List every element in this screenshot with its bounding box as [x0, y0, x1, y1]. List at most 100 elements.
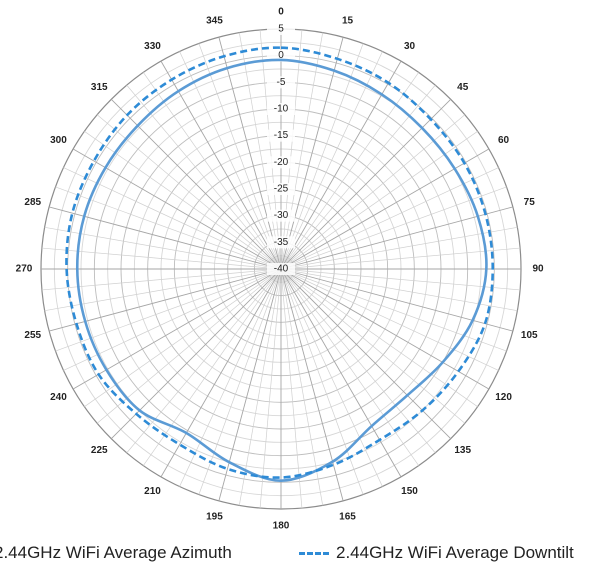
radial-tick-bg: [267, 156, 295, 169]
grid-spoke: [63, 167, 282, 270]
angle-spokes: [41, 29, 521, 509]
grid-spoke: [259, 268, 282, 509]
angle-tick-label: 300: [50, 135, 67, 146]
radial-tick-bg: [267, 103, 295, 115]
angle-tick-label: 135: [454, 445, 471, 456]
angle-tick-label: 180: [273, 521, 290, 532]
grid-spoke: [280, 268, 324, 506]
radial-tick-bg: [267, 209, 295, 222]
series-lines: [65, 46, 495, 483]
radial-tick-bg: [267, 23, 295, 35]
series-line-azimuth: [75, 58, 488, 483]
radial-tick-bg: [267, 129, 295, 142]
angle-tick-label: 210: [144, 486, 161, 497]
grid-spoke: [84, 268, 282, 407]
grid-spoke: [41, 247, 282, 270]
radial-tick-label: -35: [274, 237, 289, 248]
grid-spoke: [179, 268, 282, 487]
grid-spoke: [96, 114, 282, 270]
angle-tick-label: 285: [24, 197, 41, 208]
grid-spoke: [41, 268, 282, 291]
grid-spoke: [160, 60, 282, 270]
legend-label-downtilt: 2.44GHz WiFi Average Downtilt: [336, 543, 574, 562]
radial-tick-label: -5: [277, 77, 286, 88]
radial-tick-label: -30: [274, 210, 289, 221]
radial-tick-label: -20: [274, 157, 289, 168]
angle-tick-label: 345: [206, 15, 223, 26]
grid-spoke: [280, 268, 521, 291]
grid-spoke: [280, 268, 499, 371]
legend-swatch-downtilt: [299, 551, 329, 555]
grid-spoke: [49, 268, 282, 332]
radial-tick-label: 5: [278, 24, 284, 35]
angle-tick-label: 45: [457, 82, 469, 93]
legend-item-downtilt: 2.44GHz WiFi Average Downtilt: [299, 541, 574, 565]
grid-spoke: [280, 43, 364, 270]
grid-spoke: [198, 268, 282, 495]
angle-tick-label: 255: [24, 330, 41, 341]
grid-spoke: [280, 186, 507, 270]
grid-spoke: [280, 37, 344, 270]
angle-tick-label: 240: [50, 392, 67, 403]
grid-spoke: [218, 37, 282, 270]
series-line-downtilt: [65, 46, 495, 479]
angle-tick-label: 15: [342, 15, 354, 26]
grid-spoke: [280, 51, 383, 270]
angle-tick-label: 150: [401, 486, 418, 497]
grid-spoke: [280, 268, 436, 454]
legend-label-azimuth: 2.44GHz WiFi Average Azimuth: [0, 543, 232, 562]
grid-spoke: [126, 84, 282, 270]
grid-spoke: [238, 268, 282, 506]
radial-tick-label: -10: [274, 104, 289, 115]
grid-spoke: [143, 268, 282, 466]
grid-spoke: [280, 60, 402, 270]
radial-tick-label: -25: [274, 184, 289, 195]
grid-spoke: [280, 32, 324, 270]
grid-spoke: [280, 268, 478, 407]
grid-spoke: [179, 51, 282, 270]
angle-tick-labels: 0 15 30 45 60 75 90 105 120 135 150 165 180 195 210 225…: [16, 7, 544, 532]
grid-spoke: [218, 268, 282, 501]
grid-spoke: [280, 268, 507, 352]
angle-tick-label: 225: [91, 445, 108, 456]
angle-tick-label: 30: [404, 41, 416, 52]
grid-spoke: [143, 72, 282, 270]
grid-spoke: [238, 32, 282, 270]
grid-spoke: [280, 29, 303, 270]
grid-spoke: [280, 268, 303, 509]
angle-tick-label: 90: [532, 264, 544, 275]
grid-spoke: [63, 268, 282, 371]
angle-tick-label: 105: [521, 330, 538, 341]
angle-tick-label: 60: [498, 135, 510, 146]
grid-spoke: [84, 131, 282, 270]
grid-spoke: [280, 268, 490, 390]
grid-spoke: [280, 167, 499, 270]
grid-spoke: [198, 43, 282, 270]
radial-tick-bg: [267, 236, 295, 249]
radial-tick-bg: [267, 183, 295, 195]
radial-tick-labels: 5 0 -5 -10 -15 -20 -25 -30 -35 -40: [267, 23, 295, 275]
grid-spoke: [160, 268, 282, 478]
legend-item-azimuth: 2.44GHz WiFi Average Azimuth: [0, 541, 232, 565]
grid-spoke: [55, 186, 282, 270]
grid-spoke: [280, 268, 402, 478]
grid-spoke: [280, 268, 344, 501]
angle-tick-label: 330: [144, 41, 161, 52]
grid-spoke: [280, 247, 521, 270]
grid-spoke: [110, 98, 282, 270]
grid-spoke: [44, 226, 282, 270]
grid-spoke: [259, 29, 282, 270]
angle-tick-label: 195: [206, 512, 223, 523]
grid-spoke: [72, 148, 282, 270]
angle-tick-label: 270: [16, 264, 33, 275]
grid-spoke: [280, 226, 518, 270]
angle-tick-label: 0: [278, 7, 284, 18]
grid-spoke: [49, 206, 282, 270]
angle-tick-label: 75: [524, 197, 536, 208]
radial-tick-label: -15: [274, 130, 289, 141]
angle-tick-label: 120: [495, 392, 512, 403]
grid-spoke: [126, 268, 282, 454]
radial-tick-label: -40: [274, 264, 289, 275]
grid-spoke: [280, 268, 383, 487]
